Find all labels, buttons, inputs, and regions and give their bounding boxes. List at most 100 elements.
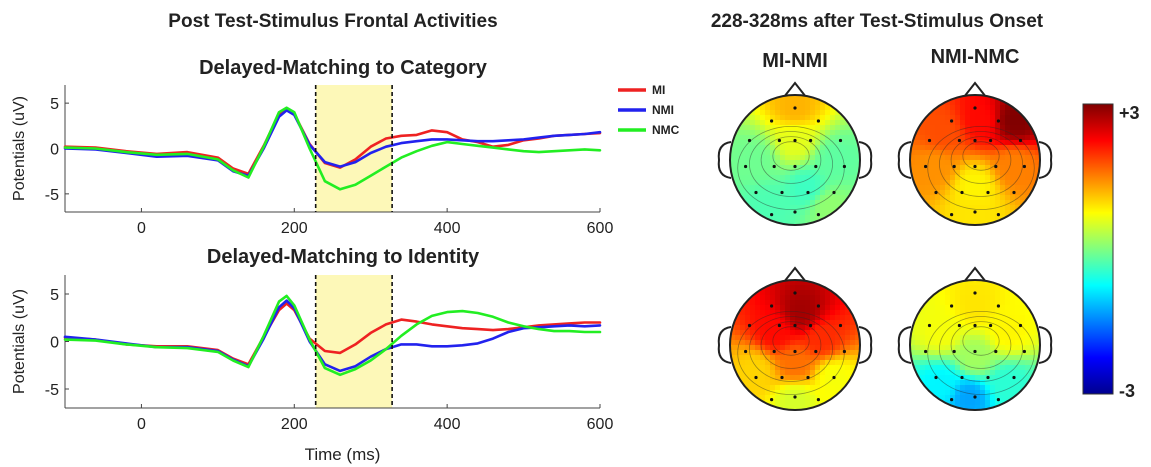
head-nose xyxy=(963,81,987,98)
electrode-dot xyxy=(793,138,797,143)
electrode-dot xyxy=(927,323,932,328)
y-tick-label: -5 xyxy=(45,187,59,204)
electrode-dot xyxy=(809,138,813,143)
y-axis-label: Potentials (uV) xyxy=(11,96,28,201)
electrode-dot xyxy=(809,323,813,328)
right-title: 228-328ms after Test-Stimulus Onset xyxy=(711,11,1044,32)
x-tick-label: 400 xyxy=(434,220,461,237)
electrode-dot xyxy=(793,164,797,169)
electrode-dot xyxy=(1012,375,1016,380)
electrode-dot xyxy=(770,398,774,402)
electrode-dot xyxy=(996,304,1001,308)
topo-maps xyxy=(717,81,1053,411)
electrode-dot xyxy=(816,304,821,308)
electrode-dot xyxy=(744,164,748,169)
y-tick-label: 0 xyxy=(50,335,59,352)
electrode-dot xyxy=(994,164,998,169)
electrode-dot xyxy=(816,213,821,217)
x-tick-label: 600 xyxy=(587,220,614,237)
electrode-dot xyxy=(754,375,758,380)
x-tick-label: 400 xyxy=(434,416,461,433)
electrode-dot xyxy=(973,395,977,399)
electrode-dot xyxy=(838,323,843,328)
electrode-dot xyxy=(924,349,928,354)
colorbar-gradient xyxy=(1082,103,1114,395)
electrode-dot xyxy=(772,349,776,354)
erp-plot-category: 5 0 -5 0 200 400 600 Potentials (uV) xyxy=(11,85,613,237)
x-tick-label: 600 xyxy=(587,416,614,433)
chart-title-identity: Delayed-Matching to Identity xyxy=(207,246,480,268)
head-outline xyxy=(729,279,861,411)
y-tick-label: -5 xyxy=(45,382,59,399)
colorbar-max-label: +3 xyxy=(1119,103,1140,123)
topo-map xyxy=(717,266,873,411)
electrode-dot xyxy=(952,349,956,354)
electrode-dot xyxy=(744,349,748,354)
head-ear-left xyxy=(717,326,732,364)
electrode-dot xyxy=(814,349,818,354)
electrode-dot xyxy=(960,375,964,380)
electrode-dot xyxy=(927,138,932,143)
analysis-window-highlight xyxy=(315,275,393,408)
electrode-dot xyxy=(1012,190,1016,195)
colorbar-min-label: -3 xyxy=(1119,381,1135,401)
y-tick-label: 5 xyxy=(50,287,59,304)
series-line-mi xyxy=(63,108,602,176)
electrode-dot xyxy=(986,375,990,380)
electrode-dot xyxy=(838,138,843,143)
series-line-nmc xyxy=(63,106,602,191)
y-tick-label: 5 xyxy=(50,96,59,113)
x-axis-label: Time (ms) xyxy=(305,445,381,464)
legend-label-mi: MI xyxy=(652,83,665,97)
y-axis-label: Potentials (uV) xyxy=(11,289,28,394)
head-nose xyxy=(783,81,807,98)
colorbar: +3 -3 xyxy=(1082,103,1140,401)
electrode-dot xyxy=(806,375,810,380)
electrode-dot xyxy=(957,323,962,328)
head-ear-right xyxy=(858,326,873,364)
topo-title-mi-nmi: MI-NMI xyxy=(762,50,828,72)
electrode-dot xyxy=(957,138,962,143)
electrode-dot xyxy=(832,190,836,195)
y-tick-label: 0 xyxy=(50,142,59,159)
electrode-dot xyxy=(780,375,784,380)
electrode-dot xyxy=(1018,323,1023,328)
head-ear-left xyxy=(717,141,732,179)
left-title: Post Test-Stimulus Frontal Activities xyxy=(168,11,497,32)
electrode-dot xyxy=(793,291,797,295)
head-ear-right xyxy=(1038,326,1053,364)
electrode-dot xyxy=(816,398,821,402)
electrode-dot xyxy=(996,398,1001,402)
electrode-dot xyxy=(973,291,977,295)
topo-map xyxy=(717,81,873,226)
electrode-dot xyxy=(934,375,938,380)
electrode-dot xyxy=(754,190,758,195)
electrode-dot xyxy=(973,210,977,214)
electrode-dot xyxy=(934,190,938,195)
electrode-dot xyxy=(806,190,810,195)
electrode-dot xyxy=(952,164,956,169)
electrode-dot xyxy=(780,190,784,195)
electrode-dot xyxy=(770,213,774,217)
chart-title-category: Delayed-Matching to Category xyxy=(199,57,488,79)
electrode-dot xyxy=(960,190,964,195)
legend-label-nmi: NMI xyxy=(652,103,674,117)
head-nose xyxy=(783,266,807,283)
head-outline xyxy=(729,94,861,226)
electrode-dot xyxy=(832,375,836,380)
electrode-dot xyxy=(994,349,998,354)
head-ear-left xyxy=(897,141,912,179)
head-nose xyxy=(963,266,987,283)
electrode-dot xyxy=(816,119,821,123)
electrode-dot xyxy=(950,119,954,123)
electrode-dot xyxy=(973,349,977,354)
topo-field xyxy=(730,95,860,225)
electrode-dot xyxy=(777,323,782,328)
electrode-dot xyxy=(986,190,990,195)
head-outline xyxy=(909,94,1041,226)
topo-map xyxy=(897,266,1053,411)
head-ear-right xyxy=(1038,141,1053,179)
electrode-dot xyxy=(793,349,797,354)
electrode-dot xyxy=(814,164,818,169)
